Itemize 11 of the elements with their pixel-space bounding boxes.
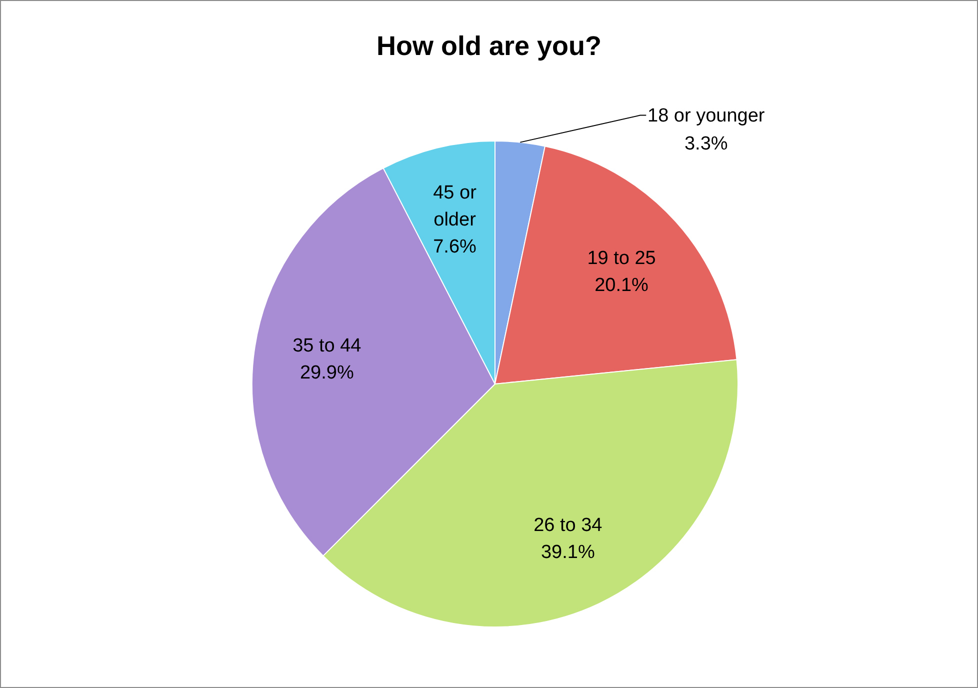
data-label: 29.9% bbox=[300, 362, 354, 384]
chart-title: How old are you? bbox=[375, 31, 603, 62]
data-label: 7.6% bbox=[433, 236, 477, 258]
data-label: 20.1% bbox=[594, 274, 649, 296]
slice-label: 18 or younger bbox=[648, 105, 766, 126]
slice-label: 45 or older bbox=[433, 182, 478, 231]
slice-label: 26 to 34 bbox=[534, 515, 603, 536]
data-label: 39.1% bbox=[540, 542, 595, 564]
slice-label: 19 to 25 bbox=[587, 248, 656, 269]
slice-label: 35 to 44 bbox=[292, 335, 362, 356]
data-label: 3.3% bbox=[684, 133, 728, 154]
